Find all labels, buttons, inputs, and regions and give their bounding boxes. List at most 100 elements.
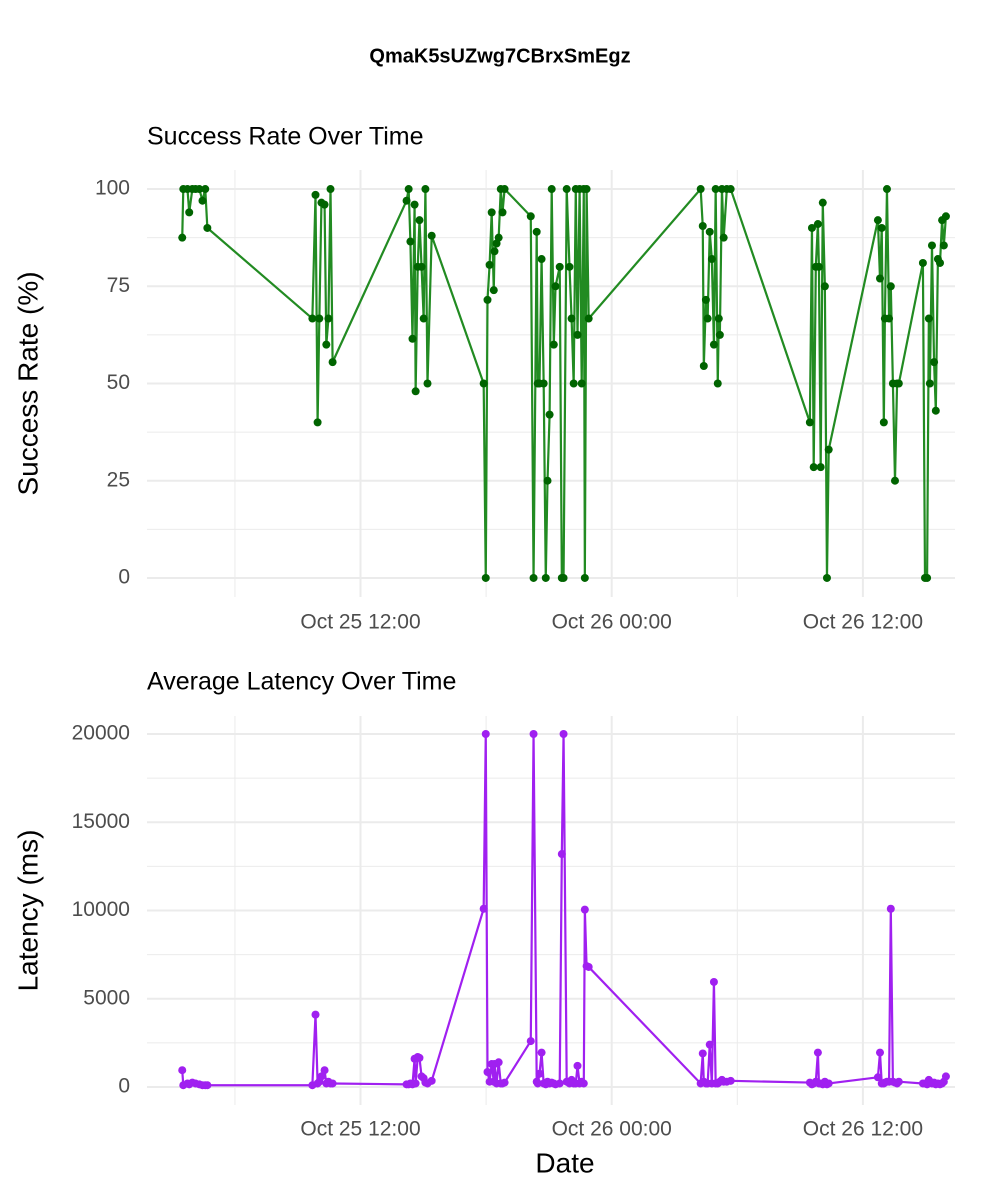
point [533,1079,542,1088]
point [580,905,589,914]
point [539,379,548,388]
point [481,573,490,582]
point [873,1073,882,1082]
point [549,340,558,349]
point [562,185,571,194]
point [483,1067,492,1076]
point [584,962,593,971]
point [543,476,552,485]
point [584,314,593,323]
point [579,1079,588,1088]
point [322,340,331,349]
point [526,1037,535,1046]
point [419,314,428,323]
point [410,200,419,209]
point [918,258,927,267]
point [402,196,411,205]
point [939,241,948,250]
point [479,379,488,388]
point [711,185,720,194]
point [890,476,899,485]
point [824,445,833,454]
point [698,222,707,230]
point [557,850,566,859]
point [886,282,895,291]
point [308,314,317,323]
point [705,1040,714,1049]
point [580,573,589,582]
point [479,904,488,913]
y-tick-label: 10000 [72,898,130,921]
point [494,1058,503,1067]
y-axis-label: Success Rate (%) [12,271,43,495]
point [311,1010,320,1019]
point [822,573,831,582]
point [423,379,432,388]
figure-title: QmaK5sUZwg7CBrxSmEgz [369,45,630,67]
point [311,190,320,199]
y-tick-label: 25 [107,468,130,491]
point [816,463,825,472]
point [559,573,568,582]
point [485,260,494,269]
point [698,1049,707,1058]
point [924,314,933,323]
point [582,185,591,194]
point [807,223,816,232]
point [813,220,822,229]
point [195,185,204,194]
point [873,216,882,225]
point [886,904,895,913]
point [713,379,722,388]
point [320,1066,329,1075]
y-tick-label: 100 [95,177,130,200]
point [701,295,710,304]
point [809,463,818,472]
point [417,262,426,271]
point [545,410,554,419]
point [317,1072,326,1081]
point [726,185,735,194]
point [198,196,207,205]
point [203,1081,212,1090]
point [709,977,718,986]
point [324,314,333,323]
point [714,314,723,323]
y-tick-label: 15000 [72,810,130,833]
point [500,185,509,194]
point [894,379,903,388]
point [415,216,424,225]
point [415,1053,424,1062]
y-tick-label: 0 [118,1075,130,1098]
panel-title: Success Rate Over Time [147,123,423,151]
point [813,1048,822,1057]
point [406,237,415,246]
point [535,1069,544,1078]
point [529,730,538,739]
point [818,198,827,207]
point [421,185,430,194]
point [411,1079,420,1088]
point [483,295,492,304]
point [941,1072,950,1081]
point [427,1076,436,1085]
point [328,1079,337,1088]
point [559,730,568,739]
point [411,387,420,396]
point [328,358,337,367]
point [203,223,212,232]
point [573,1061,582,1070]
point [726,1076,735,1085]
point [481,730,490,739]
y-tick-label: 5000 [83,986,130,1009]
point [567,314,576,323]
point [489,286,498,295]
point [875,1048,884,1057]
point [931,406,940,415]
y-tick-label: 0 [118,565,130,588]
point [709,340,718,349]
point [820,282,829,291]
point [427,231,436,240]
y-tick-label: 20000 [72,722,130,745]
